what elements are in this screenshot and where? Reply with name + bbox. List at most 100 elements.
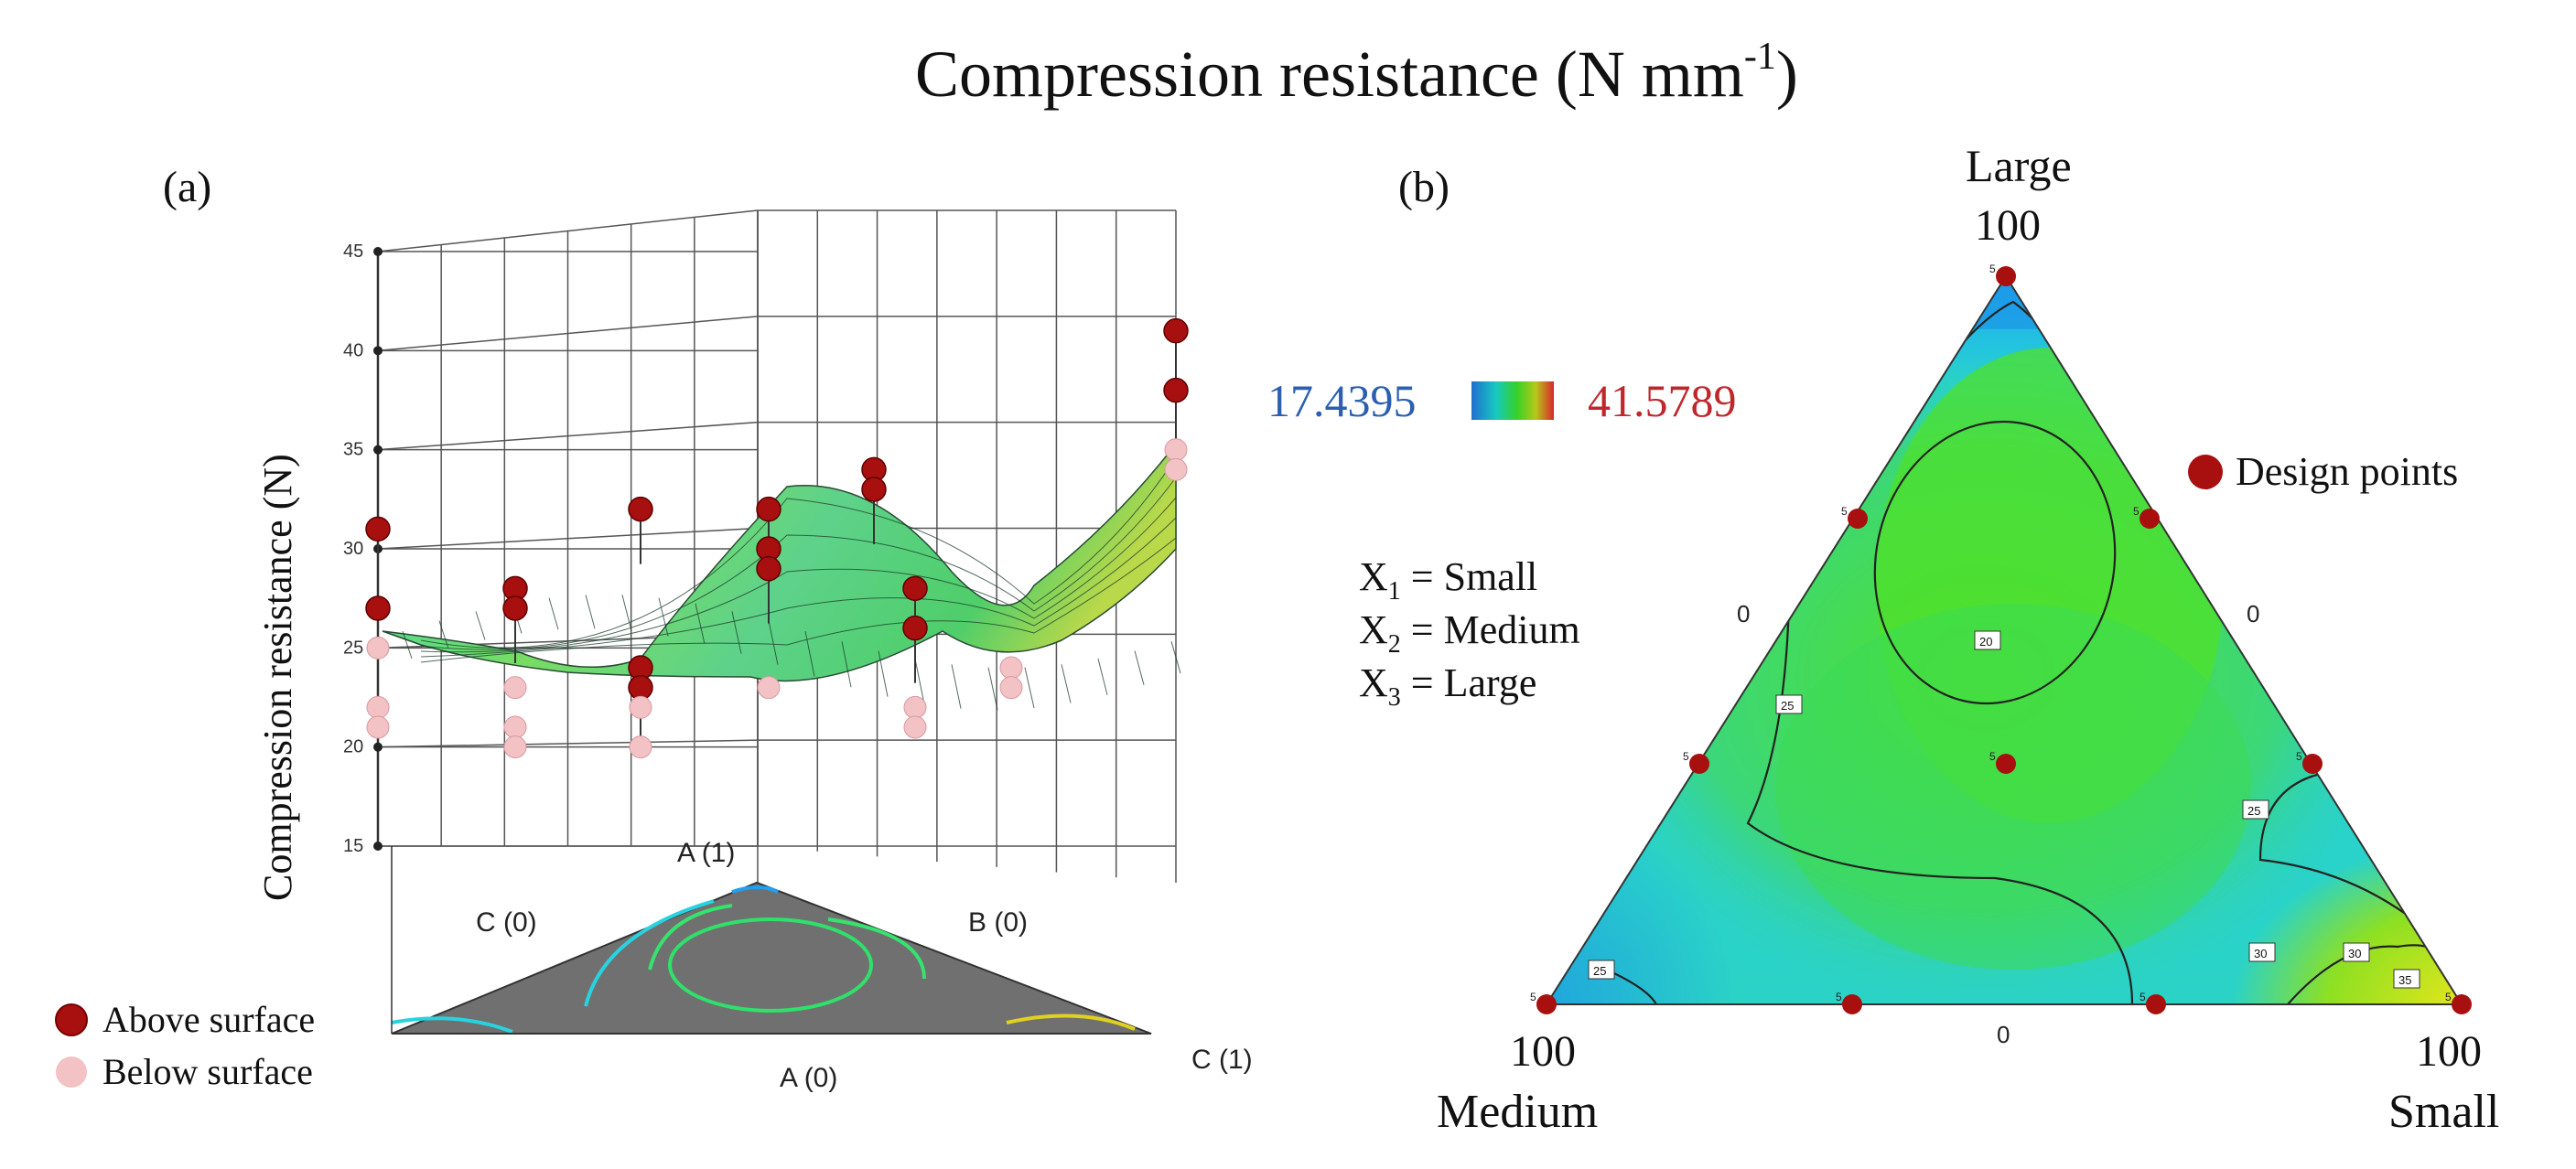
above-surface-point	[902, 615, 928, 641]
above-surface-label: Above surface	[102, 999, 315, 1040]
below-surface-point	[999, 676, 1023, 700]
variable-x1: X1 = Small	[1359, 554, 1537, 606]
below-surface-point	[366, 636, 390, 660]
design-point-replicates: 5	[1683, 750, 1689, 763]
mesh-line	[1097, 659, 1108, 695]
above-surface-point	[502, 595, 528, 621]
contour-label: 25	[2247, 804, 2260, 818]
color-scale-max: 41.5789	[1588, 375, 1737, 426]
z-tick-label: 15	[343, 836, 363, 856]
mesh-line	[878, 650, 889, 697]
design-point	[1996, 266, 2016, 286]
design-point	[2302, 754, 2323, 774]
design-points-marker	[2188, 455, 2223, 489]
mesh-line	[841, 641, 852, 688]
base-contours	[391, 885, 1136, 1034]
below-surface-point	[1164, 457, 1188, 481]
z-tick-dot	[373, 445, 383, 455]
above-surface-point	[902, 575, 928, 602]
contour-label: 25	[1781, 699, 1794, 713]
design-point	[1689, 754, 1709, 774]
above-surface-point	[1163, 377, 1189, 403]
z-axis-ticks: 15 20 25 30 35 40 45	[343, 241, 383, 856]
contour-label-box	[2393, 969, 2420, 989]
mesh-line	[987, 667, 998, 711]
mesh-line	[420, 456, 1177, 649]
base-label-front: A (0)	[780, 1063, 837, 1093]
variable-definitions: X1 = Small X2 = Medium X3 = Large	[1359, 554, 1580, 712]
design-point-replicates: 5	[1989, 750, 1996, 763]
below-surface-point	[366, 715, 390, 739]
z-tick-dot	[373, 742, 383, 752]
variable-x2: X2 = Medium	[1359, 607, 1580, 659]
contour-label-box	[2343, 942, 2370, 962]
above-surface-point	[628, 496, 653, 522]
z-tick-label: 30	[343, 539, 363, 559]
above-surface-point	[861, 477, 887, 502]
design-point	[2146, 994, 2166, 1014]
color-scale-min: 17.4395	[1267, 375, 1417, 426]
design-point-replicates: 5	[1530, 991, 1536, 1003]
mesh-line	[1024, 667, 1035, 709]
color-scale-bar	[1471, 381, 1554, 420]
below-surface-point	[503, 735, 527, 759]
base-label-left: C (0)	[476, 907, 537, 938]
z-tick-label: 20	[343, 737, 363, 757]
above-surface-marker	[55, 1003, 88, 1036]
ternary-outline	[1545, 274, 2463, 1005]
design-point-replicates: 5	[2133, 505, 2139, 518]
panel-a-legend: Above surface Below surface	[55, 999, 315, 1092]
above-surface-point	[756, 555, 781, 582]
below-surface-point	[1164, 438, 1188, 462]
above-surface-point	[1163, 317, 1189, 344]
design-point	[1996, 754, 2016, 774]
mesh-line	[768, 620, 779, 665]
mesh-line	[1170, 641, 1181, 674]
mesh-line	[951, 664, 962, 709]
mesh-line	[1061, 664, 1072, 703]
below-surface-point	[629, 735, 652, 759]
edge-label-bottom: 0	[1997, 1021, 2010, 1048]
contour-label: 35	[2398, 973, 2411, 987]
contour-label-box	[1974, 630, 2001, 650]
mesh-line	[1134, 650, 1145, 685]
edge-label-left: 0	[1737, 600, 1750, 627]
mesh-line	[420, 517, 1177, 658]
variable-x3: X3 = Large	[1359, 660, 1536, 712]
design-point-replicates: 5	[1989, 263, 1996, 275]
mesh-line	[475, 611, 486, 640]
contour-label-box	[2248, 942, 2276, 962]
design-point-replicates: 5	[2296, 750, 2302, 763]
below-surface-point	[757, 676, 781, 700]
design-point-replicates: 5	[1836, 991, 1842, 1003]
mesh-line	[695, 603, 706, 645]
above-surface-point	[365, 516, 391, 542]
design-point	[1536, 994, 1557, 1014]
below-surface-point	[629, 695, 652, 719]
above-surface-point	[365, 595, 391, 621]
z-tick-dot	[373, 247, 383, 256]
base-label-apex: A (1)	[677, 838, 735, 868]
contour-label-box	[2242, 799, 2269, 820]
base-label-corner: C (1)	[1191, 1045, 1253, 1075]
z-tick-label: 35	[343, 440, 363, 460]
edge-label-right: 0	[2247, 600, 2259, 627]
below-surface-point	[503, 715, 527, 739]
figure-title: Compression resistance (N mm-1)	[915, 36, 1798, 111]
top-vertex-value: 100	[1975, 201, 2041, 250]
design-point-replicates: 5	[2139, 991, 2146, 1003]
surface-mesh	[402, 456, 1181, 711]
design-point-replicates: 5	[2445, 991, 2452, 1003]
design-point	[2139, 509, 2160, 529]
mesh-line	[914, 659, 925, 704]
mesh-line	[548, 597, 559, 630]
contour-label: 30	[2348, 947, 2361, 960]
left-vertex-name: Medium	[1437, 1086, 1598, 1138]
above-surface-point	[756, 496, 781, 522]
contour-label: 25	[1593, 964, 1606, 978]
panel-b-label: (b)	[1398, 163, 1450, 211]
right-vertex-value: 100	[2416, 1027, 2482, 1076]
contour-label: 20	[1979, 635, 1992, 649]
contour-label: 30	[2254, 947, 2267, 960]
